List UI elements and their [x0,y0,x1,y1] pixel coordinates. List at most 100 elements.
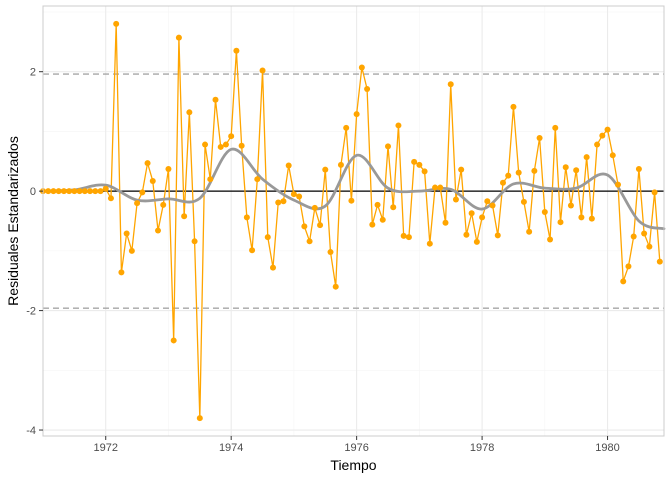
y-tick-label: -2 [26,306,36,318]
data-point [165,166,172,173]
data-point [505,172,512,179]
data-point [594,141,601,148]
data-point [243,214,250,221]
data-point [348,197,355,204]
data-point [515,169,522,176]
reference-lines [43,73,664,309]
data-point [181,213,188,220]
data-point [557,219,564,226]
data-point [71,188,78,195]
x-axis-ticks: 1972 1974 1976 1978 1980 [93,436,620,454]
smooth-line [41,147,666,231]
data-point [458,166,465,173]
data-point [170,337,177,344]
data-point [364,86,371,93]
data-point [379,216,386,223]
data-point [228,133,235,140]
data-point [353,111,360,118]
data-point [81,188,88,195]
data-point [107,195,114,202]
data-point [102,185,109,192]
y-axis-ticks: -4 -2 0 2 [26,67,43,437]
data-point [651,189,658,196]
data-point [311,204,318,211]
grid-lines [43,6,664,436]
residual-points [40,20,663,422]
data-point [175,34,182,41]
data-point [191,238,198,245]
data-point [60,188,67,195]
data-point [447,81,454,88]
residual-line [43,23,661,419]
data-point [259,67,266,74]
data-point [374,201,381,208]
data-point [50,188,57,195]
y-tick-label: 0 [30,186,36,198]
data-point [327,249,334,256]
data-point [144,160,151,167]
data-point [615,181,621,188]
data-point [552,124,559,131]
data-point [656,258,663,265]
data-point [635,166,642,173]
data-point [620,278,627,285]
data-point [275,199,282,206]
data-point [317,222,324,229]
data-point [437,184,444,191]
data-point [578,214,585,221]
data-point [45,188,52,195]
data-point [526,228,533,235]
data-point [385,143,391,150]
data-point [139,189,146,196]
data-point [567,202,574,209]
smooth-curve [41,147,666,231]
data-point [118,269,125,276]
data-point [641,230,648,237]
x-tick-label: 1976 [344,442,368,454]
data-point [238,142,245,149]
data-point [92,188,99,195]
data-point [202,141,209,148]
data-point [207,176,214,183]
y-axis-title: Residuales Estandarizados [5,136,21,306]
data-point [254,176,261,183]
data-point [196,415,203,422]
data-point [123,230,130,237]
data-point [489,202,496,209]
data-point [432,184,439,191]
data-point [155,227,161,234]
data-point [233,47,240,54]
data-point [212,96,219,103]
data-point [484,198,491,205]
data-point [343,124,350,131]
data-point [280,198,287,205]
x-tick-label: 1972 [93,442,117,454]
data-point [442,219,449,226]
data-point [322,166,329,173]
data-point [646,243,653,250]
data-point [285,162,292,169]
data-point [405,234,412,241]
data-point [421,168,428,175]
data-point [66,188,73,195]
data-point [264,234,271,241]
data-point [290,191,297,198]
data-point [573,167,580,174]
y-tick-label: 2 [30,67,36,79]
data-point [536,134,543,141]
x-tick-label: 1980 [595,442,619,454]
data-point [520,198,527,205]
data-point [337,161,344,168]
data-point [160,201,167,208]
residual-series [43,23,661,419]
data-point [222,141,229,148]
data-point [128,247,135,254]
data-point [369,221,376,228]
data-point [599,132,606,139]
data-point [301,223,308,230]
data-point [296,193,303,200]
panel-border [42,5,665,437]
data-point [217,143,224,150]
